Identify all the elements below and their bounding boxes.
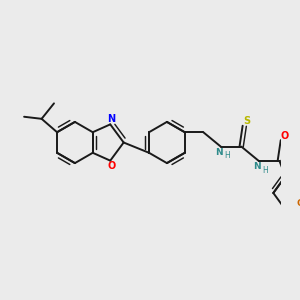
Text: H: H [262,166,268,175]
Text: N: N [215,148,223,157]
Text: O: O [107,161,115,171]
Text: N: N [107,114,115,124]
Text: N: N [253,162,261,171]
Text: O: O [296,199,300,208]
Text: O: O [280,131,289,141]
Text: H: H [224,152,230,160]
Text: S: S [243,116,250,126]
